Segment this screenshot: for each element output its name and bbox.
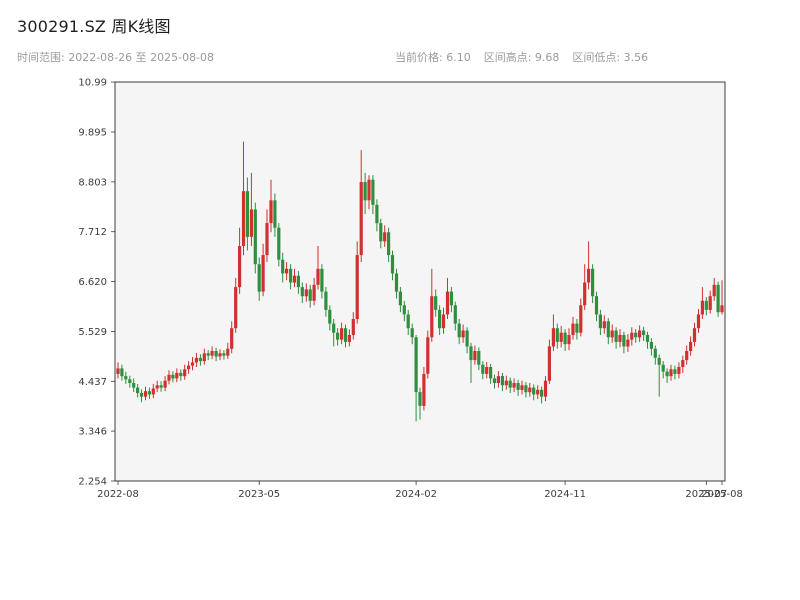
range-low-stat: 区间低点: 3.56 <box>572 51 649 64</box>
svg-text:10.99: 10.99 <box>78 78 107 89</box>
svg-text:2024-11: 2024-11 <box>544 489 586 500</box>
svg-text:2023-05: 2023-05 <box>238 489 280 500</box>
stats-row: 当前价格: 6.10 区间高点: 9.68 区间低点: 3.56 <box>395 49 648 65</box>
svg-text:7.712: 7.712 <box>78 227 107 238</box>
kline-chart: 10.99 9.895 8.803 7.712 6.620 5.529 4.437 3.346… <box>78 78 743 501</box>
svg-text:2.254: 2.254 <box>78 477 107 488</box>
svg-text:2025-07: 2025-07 <box>685 489 727 500</box>
svg-text:5.529: 5.529 <box>78 327 107 338</box>
svg-text:2022-08: 2022-08 <box>97 489 139 500</box>
plot-area <box>115 82 725 481</box>
svg-text:4.437: 4.437 <box>78 377 107 388</box>
y-axis: 10.99 9.895 8.803 7.712 6.620 5.529 4.437 3.346… <box>78 78 115 488</box>
axes-border <box>114 81 726 482</box>
svg-text:3.346: 3.346 <box>78 427 107 438</box>
time-range-label: 时间范围: 2022-08-26 至 2025-08-08 <box>17 51 215 64</box>
svg-text:2025-08: 2025-08 <box>701 489 743 500</box>
svg-text:2024-02: 2024-02 <box>395 489 437 500</box>
page-title: 300291.SZ 周K线图 <box>17 17 171 36</box>
svg-text:9.895: 9.895 <box>78 128 107 139</box>
svg-text:8.803: 8.803 <box>78 177 107 188</box>
x-axis: 2022-08 2023-05 2024-02 2024-11 2025-072025-… <box>97 481 743 500</box>
candles <box>116 141 724 422</box>
current-price-stat: 当前价格: 6.10 <box>395 51 471 64</box>
svg-text:6.620: 6.620 <box>78 277 107 288</box>
range-high-stat: 区间高点: 9.68 <box>483 51 560 64</box>
